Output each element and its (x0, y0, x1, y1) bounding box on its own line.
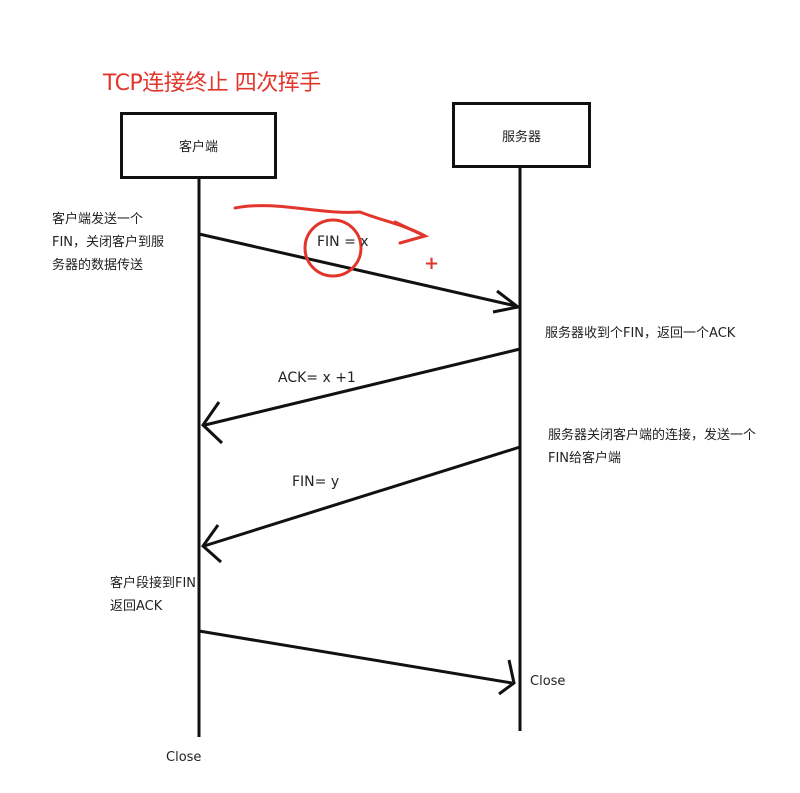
diagram-title: TCP连接终止 四次挥手 (103, 71, 321, 96)
note-server-receive: 服务器收到个FIN，返回一个ACK (545, 326, 736, 341)
client-close-label: Close (166, 750, 202, 765)
server-close-label: Close (530, 674, 566, 689)
arrow-ack (201, 347, 521, 445)
note-line: 客户端发送一个 (52, 212, 144, 227)
note-line: FIN给客户端 (548, 451, 622, 466)
client-label: 客户端 (178, 140, 218, 155)
red-plus-mark: + (424, 253, 440, 274)
note-line: 服务器关闭客户端的连接，发送一个 (548, 428, 757, 443)
message-fin-y: FIN= y (292, 474, 340, 490)
note-client-receive: 客户段接到FIN 返回ACK (110, 572, 196, 618)
red-scribble (233, 204, 430, 278)
message-fin-x: FIN = x (317, 234, 369, 250)
server-label: 服务器 (501, 129, 541, 145)
arrow-fin-x (198, 232, 522, 314)
note-line: 返回ACK (110, 599, 163, 614)
note-client-send: 客户端发送一个 FIN，关闭客户到服 务器的数据传送 (52, 208, 164, 277)
note-server-close: 服务器关闭客户端的连接，发送一个 FIN给客户端 (548, 424, 756, 470)
note-line: 务器的数据传送 (52, 258, 144, 273)
arrow-fin-y (200, 445, 521, 564)
server-box: 服务器 (452, 102, 591, 168)
message-ack: ACK= x +1 (278, 370, 356, 386)
arrow-final-ack (198, 629, 516, 696)
client-box: 客户端 (120, 112, 277, 179)
note-line: 客户段接到FIN (110, 576, 197, 591)
note-line: FIN，关闭客户到服 (52, 235, 165, 250)
